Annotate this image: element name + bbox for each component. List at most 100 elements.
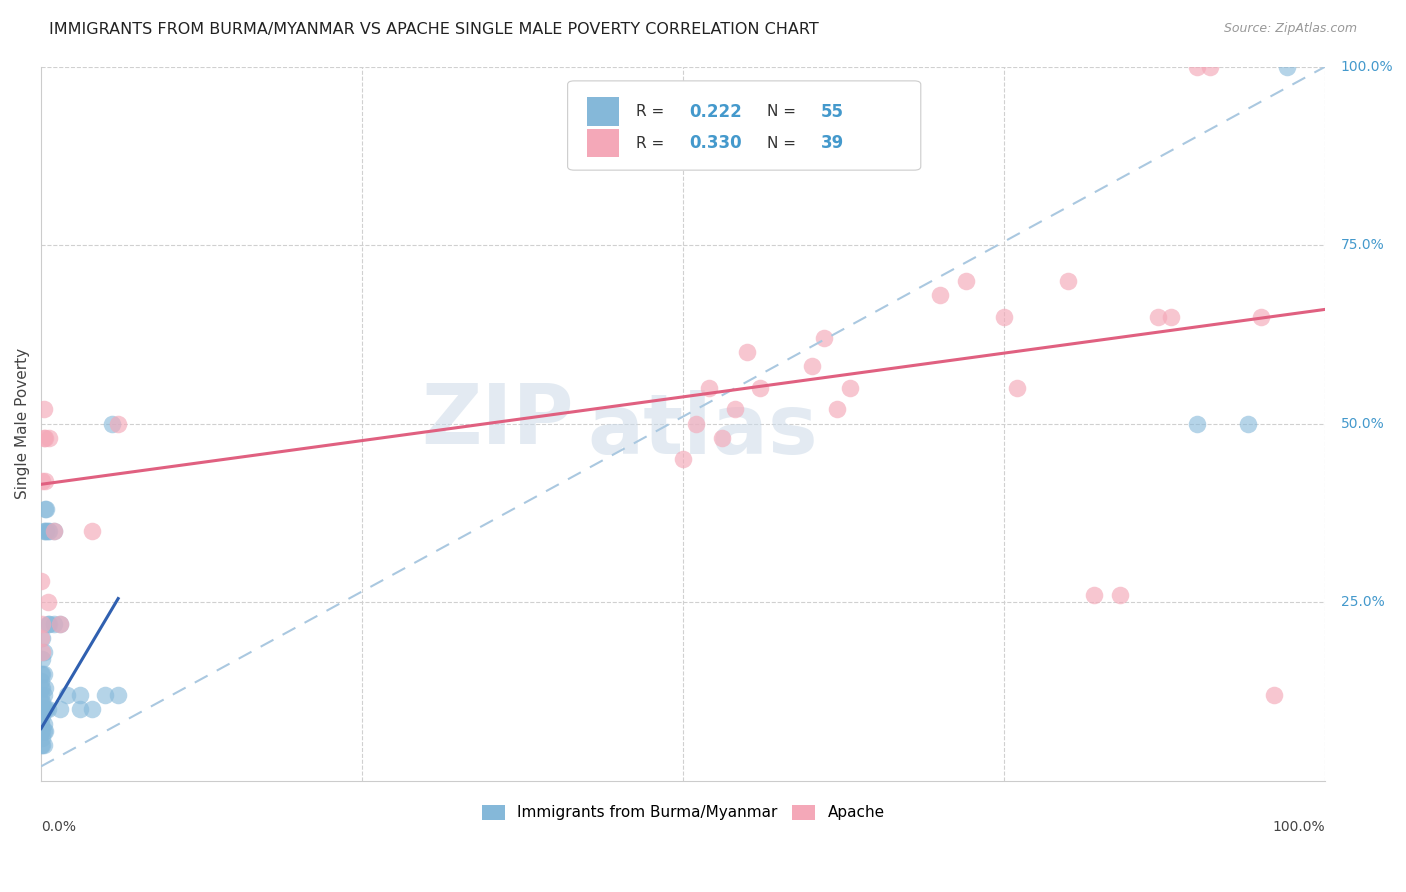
Point [30, 574, 52, 588]
Text: R =: R = [636, 104, 669, 120]
Point [94, 688, 117, 702]
Point [31, 631, 53, 645]
Point [32, 723, 55, 738]
Point [34, 524, 56, 538]
Text: 75.0%: 75.0% [1341, 238, 1385, 252]
Point [49, 616, 72, 631]
Point [107, 417, 129, 431]
Point [38, 524, 60, 538]
Point [37, 702, 59, 716]
Point [37, 524, 59, 538]
Point [31, 652, 53, 666]
Point [34, 702, 56, 716]
Point [955, 274, 977, 288]
Point [929, 288, 952, 302]
Text: atlas: atlas [586, 391, 818, 471]
Point [31, 474, 53, 488]
Point [69, 702, 91, 716]
Point [1160, 310, 1182, 324]
Text: ZIP: ZIP [422, 379, 574, 460]
Point [1108, 588, 1130, 602]
Point [1237, 417, 1260, 431]
Point [30, 723, 52, 738]
Text: 100.0%: 100.0% [1272, 820, 1326, 834]
Point [32, 431, 55, 445]
Point [107, 688, 129, 702]
Point [30, 681, 52, 695]
Point [38, 616, 60, 631]
Point [31, 731, 53, 745]
Point [69, 688, 91, 702]
Point [672, 452, 695, 467]
Point [1147, 310, 1170, 324]
Point [749, 381, 772, 395]
Point [31, 695, 53, 709]
Point [30, 702, 52, 716]
Point [42, 524, 65, 538]
Point [32, 688, 55, 702]
Point [737, 345, 759, 359]
Point [32, 402, 55, 417]
Point [42, 524, 65, 538]
Point [1198, 60, 1220, 74]
Text: 0.222: 0.222 [689, 103, 742, 120]
Text: N =: N = [766, 104, 800, 120]
Point [1275, 60, 1298, 74]
Point [82, 702, 104, 716]
Point [31, 723, 53, 738]
Point [34, 681, 56, 695]
Point [32, 645, 55, 659]
Text: 100.0%: 100.0% [1341, 60, 1393, 74]
Point [31, 709, 53, 723]
Bar [586, 97, 619, 126]
Text: 0.330: 0.330 [689, 134, 742, 152]
Point [31, 666, 53, 681]
Point [30, 666, 52, 681]
Point [710, 431, 733, 445]
FancyBboxPatch shape [568, 81, 921, 170]
Point [1263, 688, 1285, 702]
Point [827, 402, 849, 417]
Point [1250, 310, 1272, 324]
Point [839, 381, 862, 395]
Point [723, 402, 745, 417]
Point [30, 716, 52, 731]
Point [1057, 274, 1080, 288]
Point [37, 595, 59, 609]
Point [35, 502, 58, 516]
Point [37, 616, 59, 631]
Point [1005, 381, 1028, 395]
Text: IMMIGRANTS FROM BURMA/MYANMAR VS APACHE SINGLE MALE POVERTY CORRELATION CHART: IMMIGRANTS FROM BURMA/MYANMAR VS APACHE … [49, 22, 818, 37]
Point [56, 688, 79, 702]
Legend: Immigrants from Burma/Myanmar, Apache: Immigrants from Burma/Myanmar, Apache [475, 799, 891, 827]
Y-axis label: Single Male Poverty: Single Male Poverty [15, 348, 30, 500]
Point [30, 631, 52, 645]
Point [30, 738, 52, 752]
Point [31, 681, 53, 695]
Point [1185, 417, 1208, 431]
Text: Source: ZipAtlas.com: Source: ZipAtlas.com [1223, 22, 1357, 36]
Point [32, 524, 55, 538]
Point [1083, 588, 1105, 602]
Point [1185, 60, 1208, 74]
Point [35, 702, 58, 716]
Text: 0.0%: 0.0% [41, 820, 76, 834]
Point [42, 616, 65, 631]
Point [34, 502, 56, 516]
Point [38, 431, 60, 445]
Point [32, 702, 55, 716]
Point [49, 616, 72, 631]
Text: 39: 39 [821, 134, 844, 152]
Point [685, 417, 707, 431]
Point [82, 524, 104, 538]
Point [34, 431, 56, 445]
Point [32, 666, 55, 681]
Point [813, 331, 835, 345]
Text: R =: R = [636, 136, 669, 151]
Point [31, 645, 53, 659]
Text: N =: N = [766, 136, 800, 151]
Point [31, 738, 53, 752]
Point [49, 702, 72, 716]
Point [35, 524, 58, 538]
Text: 55: 55 [821, 103, 844, 120]
